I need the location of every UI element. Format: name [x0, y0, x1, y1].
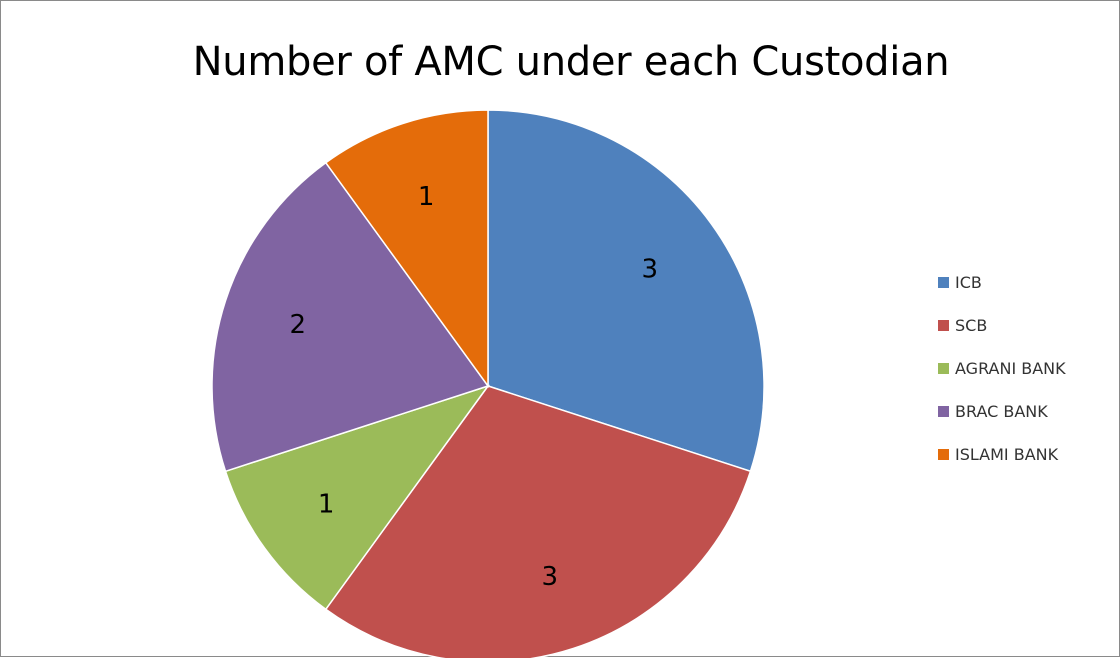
- legend-item-agrani-bank: AGRANI BANK: [938, 358, 1118, 378]
- legend-item-scb: SCB: [938, 315, 1118, 335]
- pie-data-labels: 3 3 1 2 1: [290, 182, 659, 592]
- legend-swatch: [938, 276, 949, 288]
- legend-swatch: [938, 405, 949, 417]
- legend-label: SCB: [955, 315, 988, 335]
- legend-item-icb: ICB: [938, 272, 1118, 292]
- data-label-icb: 3: [642, 254, 659, 284]
- legend-label: ISLAMI BANK: [955, 444, 1059, 464]
- legend-swatch: [938, 448, 949, 460]
- legend-item-brac-bank: BRAC BANK: [938, 401, 1118, 421]
- legend-swatch: [938, 319, 949, 331]
- data-label-agrani-bank: 1: [318, 490, 335, 520]
- data-label-brac-bank: 2: [290, 310, 307, 340]
- data-label-islami-bank: 1: [418, 182, 435, 212]
- data-label-scb: 3: [542, 562, 559, 592]
- pie-slice-scb: [324, 385, 752, 658]
- pie-slice-brac-bank: [211, 161, 490, 473]
- pie-slices: [211, 109, 765, 658]
- legend-label: BRAC BANK: [955, 401, 1048, 421]
- legend-label: ICB: [955, 272, 982, 292]
- legend-swatch: [938, 362, 949, 374]
- pie-slice-agrani-bank: [224, 384, 490, 611]
- legend-item-islami-bank: ISLAMI BANK: [938, 444, 1118, 464]
- chart-title: Number of AMC under each Custodian: [192, 39, 950, 85]
- pie-slice-icb: [487, 109, 765, 473]
- legend: ICB SCB AGRANI BANK BRAC BANK ISLAMI BANK: [938, 273, 1118, 488]
- legend-label: AGRANI BANK: [955, 358, 1066, 378]
- pie-slice-islami-bank: [324, 109, 489, 389]
